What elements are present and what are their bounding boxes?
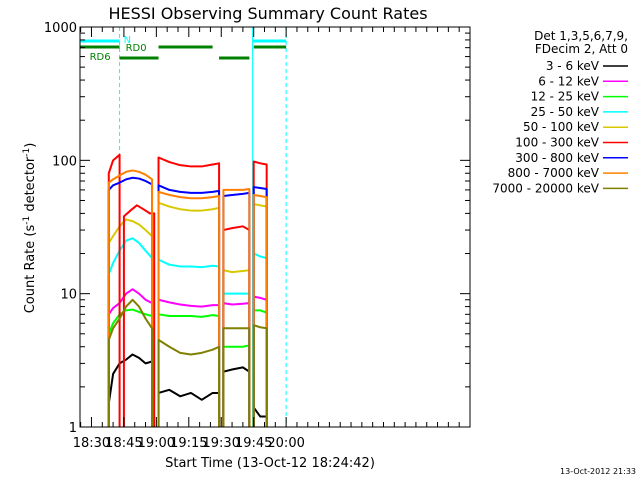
series-0-segment-0 xyxy=(107,353,154,427)
y-tick-label-0: 1 xyxy=(69,421,77,436)
state-bar-label-0: N xyxy=(124,35,131,46)
y-axis-label: Count Rate (s-1 detector-1) xyxy=(22,143,38,314)
series-0 xyxy=(107,353,268,427)
y-tick-label-1: 10 xyxy=(60,288,77,303)
y-tick-label-2: 100 xyxy=(52,154,77,169)
legend-label-3: 25 - 50 keV xyxy=(531,105,600,119)
legend-label-6: 300 - 800 keV xyxy=(515,151,599,165)
state-bar-1: RD0 xyxy=(80,43,287,54)
legend-entry-1: 6 - 12 keV xyxy=(538,74,628,88)
series-4-segment-1 xyxy=(157,201,221,427)
legend-entry-7: 800 - 7000 keV xyxy=(508,166,628,180)
y-axis-ticks: 1 10 100 1000 xyxy=(44,21,470,436)
x-tick-label-2: 19:00 xyxy=(138,436,175,451)
series-2-segment-0 xyxy=(107,308,154,427)
legend-label-5: 100 - 300 keV xyxy=(515,136,599,150)
series-5 xyxy=(107,153,268,427)
series-lines xyxy=(107,153,268,427)
series-7 xyxy=(107,169,268,427)
series-6-segment-0 xyxy=(107,176,154,427)
legend-label-0: 3 - 6 keV xyxy=(546,59,600,73)
series-5-segment-1 xyxy=(122,204,156,427)
x-tick-label-3: 19:15 xyxy=(170,436,207,451)
observation-markers xyxy=(79,27,287,427)
series-1-segment-2 xyxy=(222,302,251,427)
series-8-segment-1 xyxy=(157,338,221,427)
x-tick-label-4: 19:30 xyxy=(203,436,240,451)
legend-entry-5: 100 - 300 keV xyxy=(515,136,628,150)
legend-label-4: 50 - 100 keV xyxy=(523,120,600,134)
x-axis-label: Start Time (13-Oct-12 18:24:42) xyxy=(165,456,375,471)
state-bar-label-1: RD0 xyxy=(126,43,147,54)
legend-entry-2: 12 - 25 keV xyxy=(531,90,628,104)
series-2-segment-1 xyxy=(157,313,221,427)
series-1-segment-0 xyxy=(107,288,154,427)
x-tick-label-5: 19:45 xyxy=(235,436,272,451)
series-5-segment-3 xyxy=(222,225,251,427)
series-1-segment-1 xyxy=(157,298,221,427)
series-6-segment-1 xyxy=(157,184,221,427)
y-tick-label-3: 1000 xyxy=(44,21,77,36)
plot-frame xyxy=(79,26,471,428)
series-4-segment-0 xyxy=(107,218,154,427)
series-3 xyxy=(107,237,268,427)
legend-label-8: 7000 - 20000 keV xyxy=(492,181,599,195)
legend-header-decimation: FDecim 2, Att 0 xyxy=(535,42,628,56)
series-5-segment-2 xyxy=(157,156,221,427)
series-8-segment-2 xyxy=(222,327,251,427)
legend-entry-4: 50 - 100 keV xyxy=(523,120,628,134)
chart-title: HESSI Observing Summary Count Rates xyxy=(108,4,427,23)
series-7-segment-3 xyxy=(252,193,268,427)
series-1-segment-3 xyxy=(252,295,268,427)
legend-header-detectors: Det 1,3,5,6,7,9, xyxy=(534,29,628,43)
series-7-segment-1 xyxy=(157,190,221,427)
state-bar-0: N xyxy=(80,35,287,46)
series-7-segment-2 xyxy=(222,187,251,427)
legend-label-2: 12 - 25 keV xyxy=(531,90,600,104)
state-bar-2: RD6 xyxy=(90,52,250,63)
x-tick-label-6: 20:00 xyxy=(267,436,304,451)
legend-entry-8: 7000 - 20000 keV xyxy=(492,181,628,195)
timestamp: 13-Oct-2012 21:33 xyxy=(560,467,636,476)
series-8 xyxy=(107,298,268,427)
state-bar-label-2: RD6 xyxy=(90,52,111,63)
x-tick-label-1: 18:45 xyxy=(105,436,142,451)
legend-entry-6: 300 - 800 keV xyxy=(515,151,628,165)
series-6 xyxy=(107,176,268,427)
series-6-segment-3 xyxy=(252,186,268,427)
legend-label-1: 6 - 12 keV xyxy=(538,74,600,88)
series-0-segment-1 xyxy=(157,388,221,427)
series-3-segment-1 xyxy=(157,258,221,427)
series-2-segment-2 xyxy=(222,344,251,427)
series-4-segment-3 xyxy=(252,203,268,427)
legend-entry-3: 25 - 50 keV xyxy=(531,105,628,119)
legend-label-7: 800 - 7000 keV xyxy=(508,166,600,180)
series-8-segment-0 xyxy=(107,298,154,427)
legend-entry-0: 3 - 6 keV xyxy=(546,59,628,73)
series-3-segment-2 xyxy=(222,292,251,427)
series-5-segment-4 xyxy=(252,160,268,427)
series-7-segment-0 xyxy=(107,169,154,427)
series-3-segment-0 xyxy=(107,237,154,427)
series-3-segment-3 xyxy=(252,252,268,427)
x-tick-label-0: 18:30 xyxy=(73,436,110,451)
series-8-segment-3 xyxy=(252,324,268,427)
series-0-segment-2 xyxy=(222,366,251,427)
